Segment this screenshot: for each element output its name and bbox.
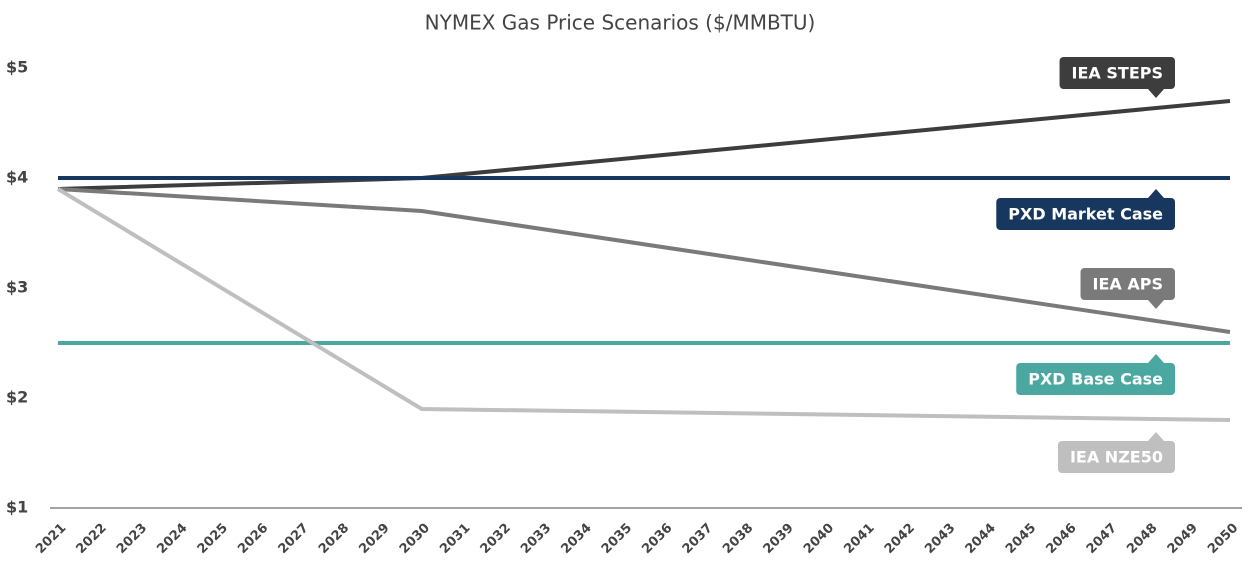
legend-label: IEA APS: [1093, 275, 1163, 294]
y-tick-label: $3: [6, 278, 28, 297]
chart-title: NYMEX Gas Price Scenarios ($/MMBTU): [425, 11, 816, 35]
legend-label: IEA NZE50: [1070, 448, 1163, 467]
x-tick-label: 2029: [356, 521, 392, 557]
x-tick-label: 2046: [1043, 521, 1079, 557]
x-tick-label: 2048: [1124, 521, 1160, 557]
legend-label: IEA STEPS: [1072, 64, 1163, 83]
label-pointer: [1148, 354, 1164, 363]
series-label: IEA STEPS: [1059, 57, 1175, 98]
x-tick-label: 2035: [599, 521, 635, 557]
x-tick-label: 2026: [235, 521, 271, 557]
series-label: PXD Market Case: [996, 189, 1175, 230]
y-tick-label: $1: [6, 498, 28, 517]
series-line: [56, 187, 1231, 422]
x-tick-label: 2024: [154, 521, 190, 557]
label-box: [1080, 268, 1175, 300]
label-box: [1059, 57, 1175, 89]
x-tick-label: 2031: [437, 521, 473, 557]
y-tick-label: $2: [6, 388, 28, 407]
x-tick-label: 2036: [639, 521, 675, 557]
x-tick-label: 2040: [801, 521, 837, 557]
x-tick-label: 2050: [1205, 521, 1241, 557]
series-line: [57, 99, 1231, 191]
x-tick-label: 2032: [478, 521, 514, 557]
series-label: PXD Base Case: [1016, 354, 1175, 395]
label-box: [1016, 363, 1175, 395]
x-tick-label: 2045: [1003, 521, 1039, 557]
series-label: IEA APS: [1080, 268, 1175, 309]
series-line: [57, 187, 1231, 334]
x-tick-label: 2043: [922, 521, 958, 557]
x-tick-label: 2038: [720, 521, 756, 557]
label-pointer: [1148, 300, 1164, 309]
y-tick-label: $4: [6, 168, 28, 187]
legend-label: PXD Base Case: [1028, 370, 1163, 389]
y-tick-label: $5: [6, 58, 28, 77]
legend-label: PXD Market Case: [1008, 205, 1163, 224]
x-tick-label: 2044: [963, 521, 999, 557]
label-pointer: [1148, 189, 1164, 198]
x-tick-label: 2028: [316, 521, 352, 557]
x-tick-label: 2021: [33, 521, 69, 557]
x-tick-label: 2049: [1165, 521, 1201, 557]
x-tick-label: 2023: [114, 521, 150, 557]
x-tick-label: 2033: [518, 521, 554, 557]
series-label: IEA NZE50: [1057, 432, 1175, 473]
x-tick-label: 2047: [1084, 521, 1120, 557]
x-tick-label: 2022: [74, 521, 110, 557]
x-tick-label: 2041: [841, 521, 877, 557]
label-pointer: [1148, 432, 1164, 441]
x-tick-label: 2025: [195, 521, 231, 557]
x-tick-label: 2030: [397, 521, 433, 557]
x-tick-label: 2042: [882, 521, 918, 557]
x-tick-label: 2027: [276, 521, 312, 557]
label-box: [996, 198, 1175, 230]
x-tick-label: 2039: [761, 521, 797, 557]
label-box: [1057, 441, 1175, 473]
x-tick-label: 2034: [558, 521, 594, 557]
x-tick-label: 2037: [680, 521, 716, 557]
label-pointer: [1148, 89, 1164, 98]
